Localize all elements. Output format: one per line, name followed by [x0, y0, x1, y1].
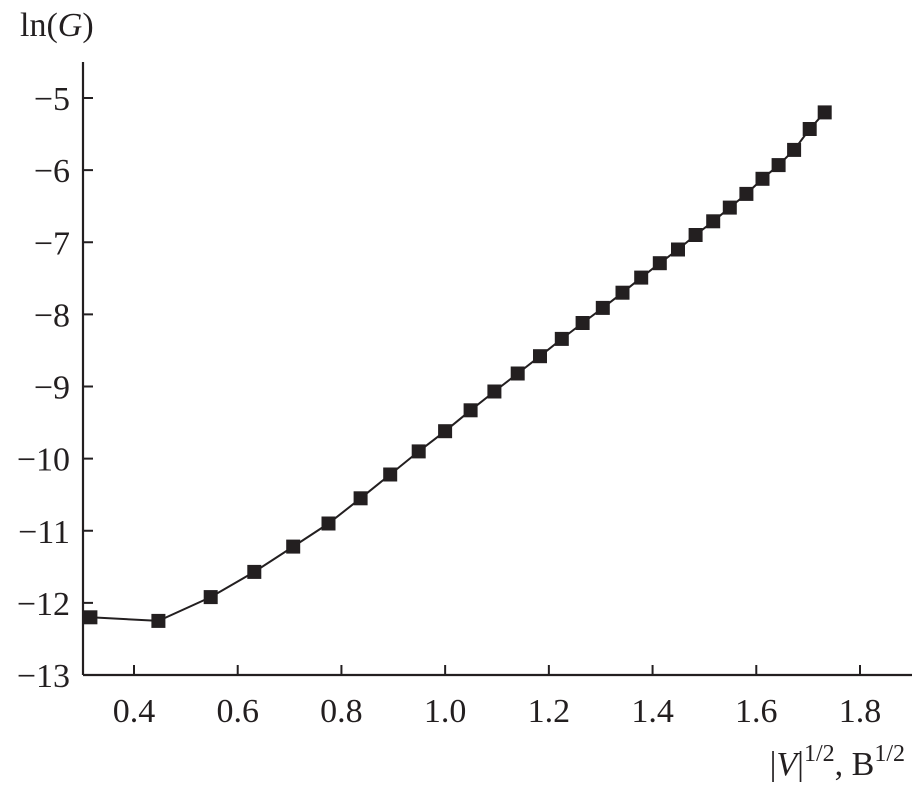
data-point-marker: [438, 424, 453, 439]
data-point-marker: [247, 564, 262, 579]
data-point-marker: [595, 300, 610, 315]
data-point-marker: [652, 256, 667, 271]
data-point-marker: [771, 158, 786, 173]
x-tick-label: 0.6: [216, 693, 259, 730]
data-point-marker: [575, 316, 590, 330]
y-tick-label: −12: [17, 586, 70, 623]
x-axis-title-bar-left: |: [770, 746, 777, 783]
data-point-marker: [533, 349, 547, 364]
x-tick-label: 1.2: [528, 693, 571, 730]
data-point-marker: [671, 242, 685, 257]
x-tick-label: 1.8: [839, 693, 882, 730]
x-tick-label: 1.6: [735, 693, 778, 730]
axes: [81, 62, 912, 677]
x-axis-title-exponent-1: 1/2: [804, 741, 835, 767]
data-point-marker: [487, 384, 502, 399]
data-point-marker: [688, 228, 703, 242]
data-point-marker: [353, 491, 368, 506]
data-point-marker: [286, 539, 301, 554]
x-axis-title: |V|1/2, B1/2: [770, 741, 905, 783]
x-axis-title-bar-right: |: [797, 746, 804, 783]
data-point-marker: [463, 403, 478, 418]
data-point-marker: [510, 366, 525, 381]
plot-area: [83, 105, 832, 628]
data-point-marker: [787, 142, 802, 157]
y-tick-label: −6: [34, 153, 70, 190]
y-axis-title-prefix: ln(: [20, 7, 58, 44]
x-tick-label: 1.4: [631, 693, 674, 730]
data-point-marker: [554, 331, 569, 346]
y-tick-label: −9: [34, 370, 70, 407]
y-tick-label: −11: [18, 514, 70, 551]
data-point-marker: [615, 285, 630, 300]
data-point-marker: [802, 122, 817, 136]
data-point-marker: [151, 613, 166, 628]
data-point-marker: [706, 214, 721, 229]
data-point-marker: [203, 590, 218, 605]
data-point-marker: [321, 516, 336, 531]
x-tick-label: 0.8: [320, 693, 363, 730]
series-line: [90, 111, 826, 622]
y-tick-label: −7: [34, 225, 70, 262]
y-tick-label: −5: [34, 81, 70, 118]
x-tick-label: 0.4: [113, 693, 156, 730]
y-tick-label: −10: [17, 442, 70, 479]
y-axis-title-suffix: ): [82, 7, 93, 44]
x-tick-label: 1.0: [424, 693, 467, 730]
data-point-marker: [383, 467, 398, 482]
x-axis-title-exponent-2: 1/2: [874, 741, 905, 767]
data-point-marker: [411, 444, 426, 459]
y-tick-label: −13: [17, 658, 70, 695]
x-ticks: 0.4 0.6 0.8 1.0 1.2 1.4 1.6 1.8: [113, 665, 882, 730]
data-point-marker: [817, 105, 832, 120]
y-axis-title-variable: G: [58, 7, 83, 44]
y-axis-title: ln(G): [20, 7, 94, 44]
x-axis-title-separator: , B: [835, 746, 875, 783]
data-point-marker: [739, 186, 754, 201]
data-point-marker: [83, 610, 98, 625]
y-ticks: −13 −12 −11 −10 −9 −8 −7 −6 −5: [17, 81, 93, 695]
data-point-marker: [722, 200, 737, 215]
y-tick-label: −8: [34, 297, 70, 334]
data-point-marker: [755, 171, 770, 186]
data-point-marker: [634, 270, 649, 285]
